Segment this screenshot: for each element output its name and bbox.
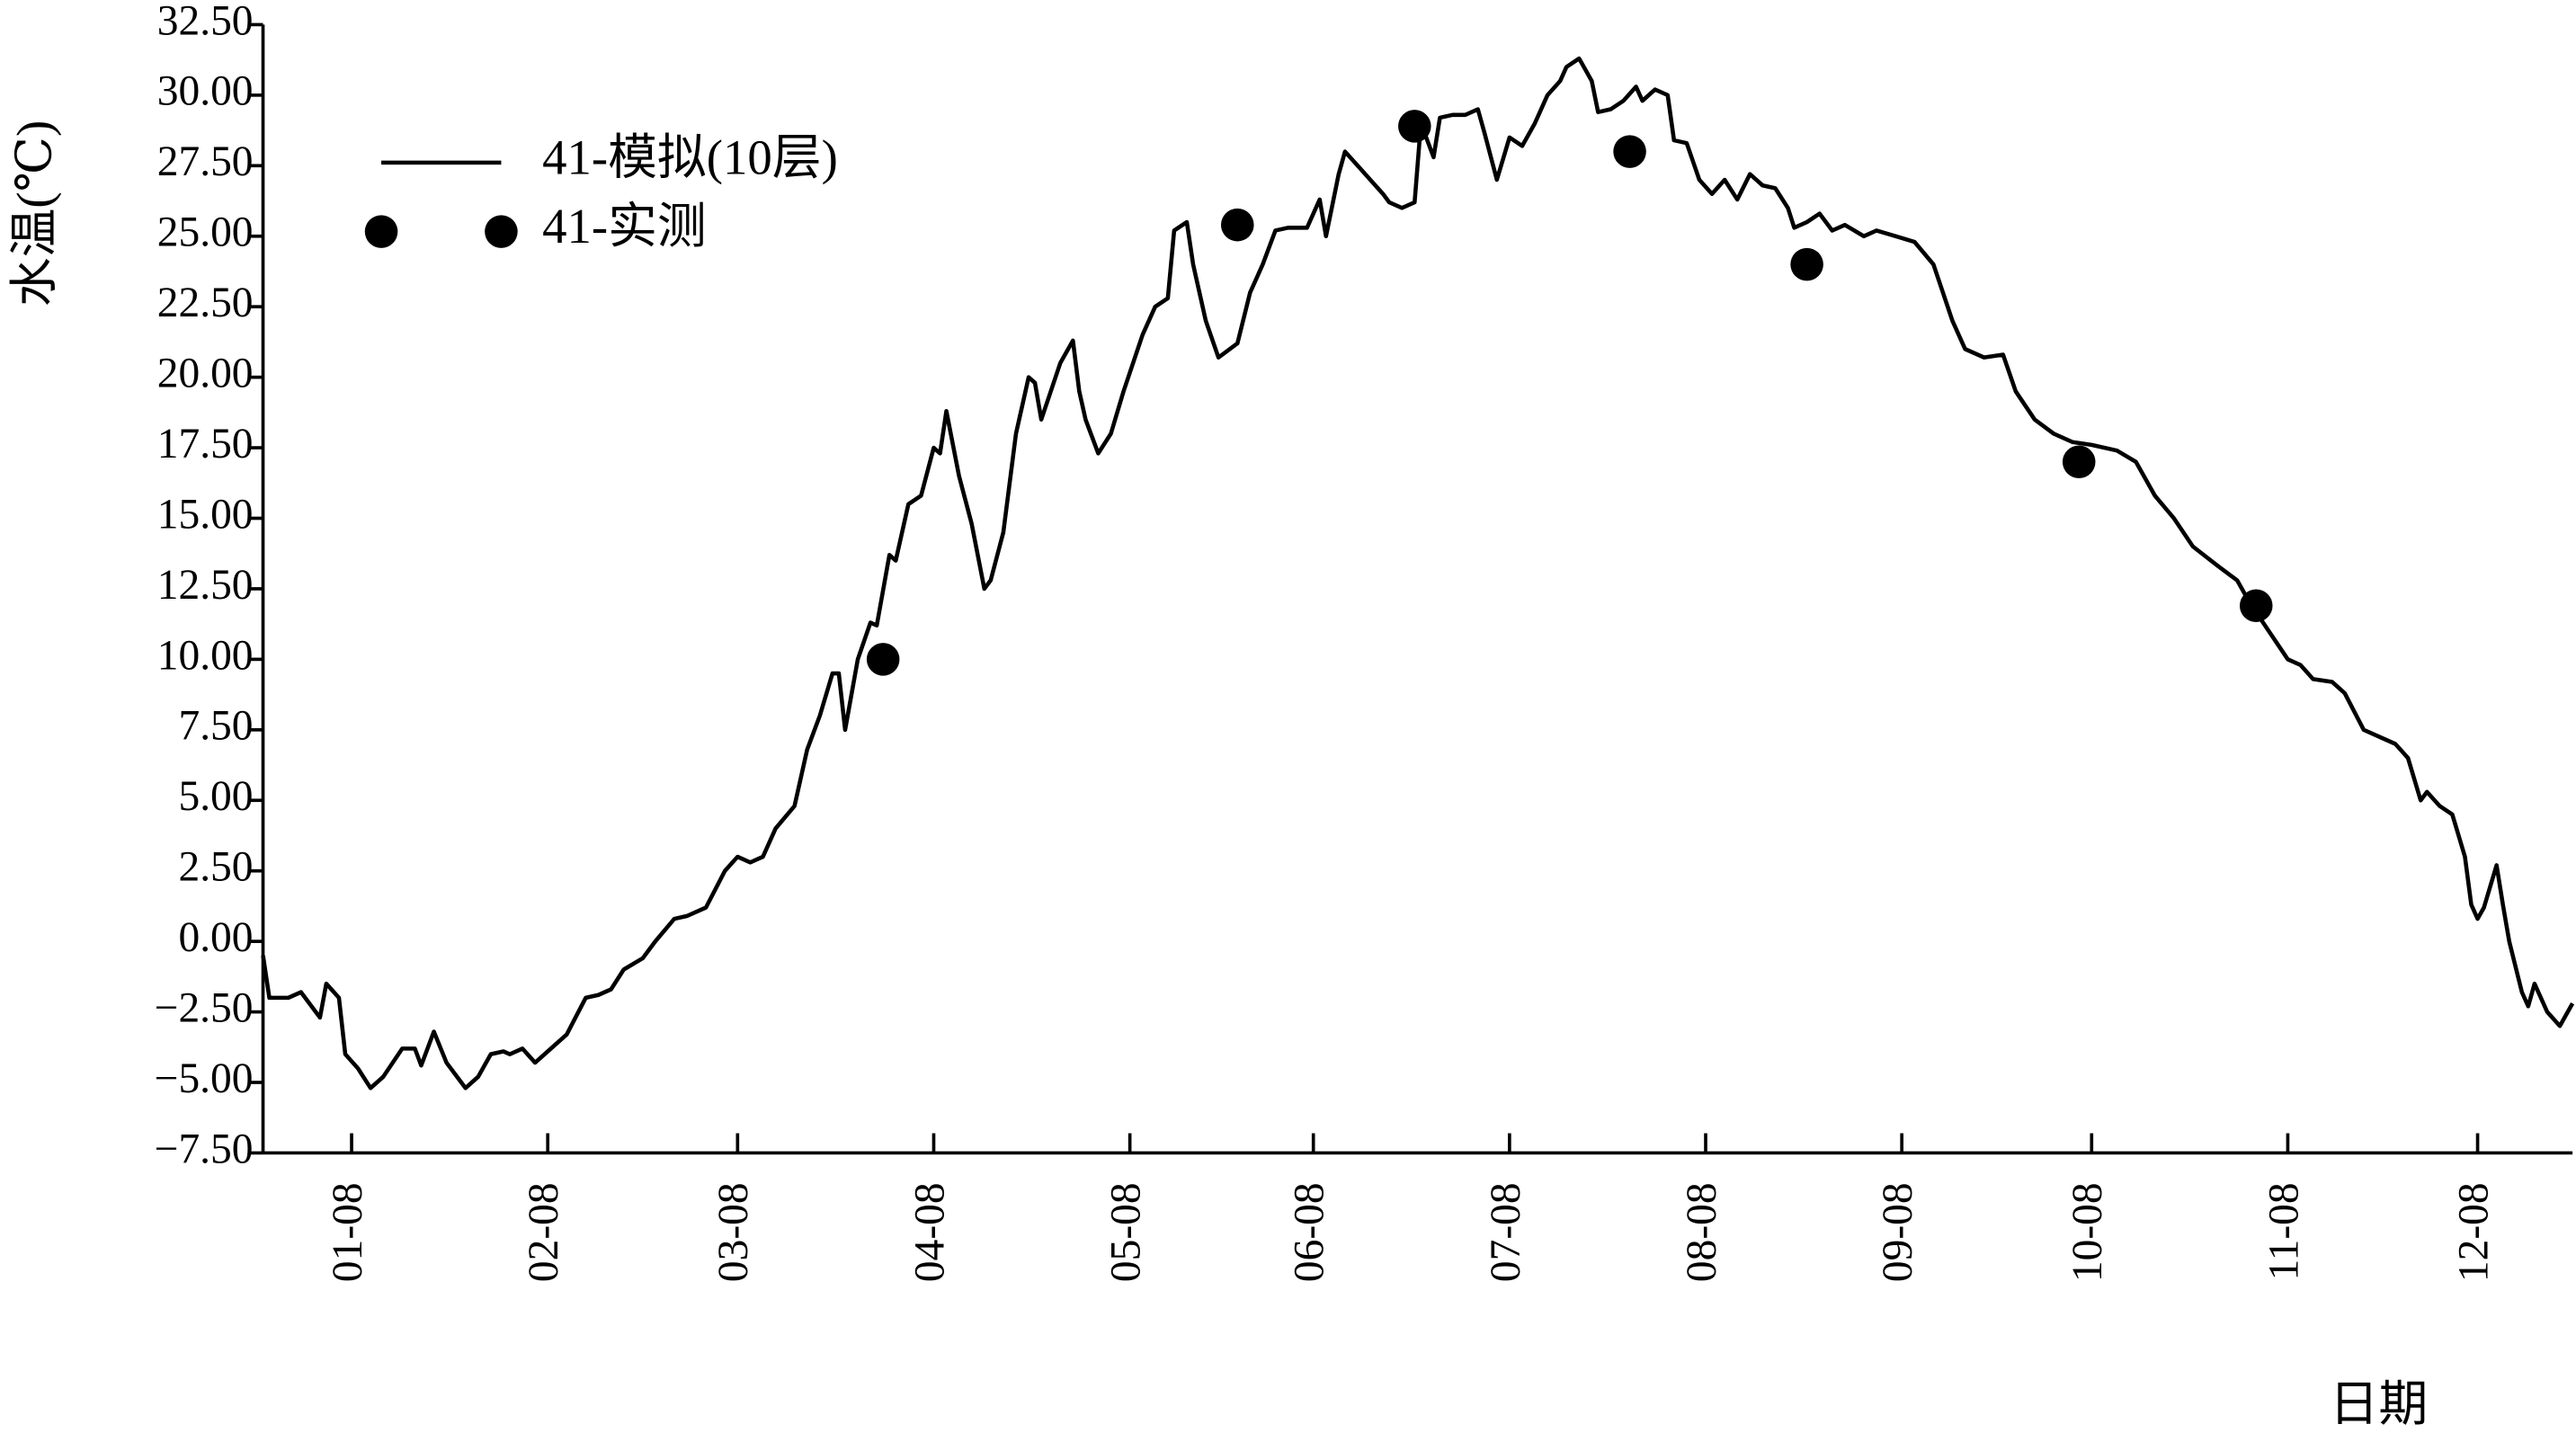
y-tick-label: 0.00 (178, 914, 253, 961)
legend-marker (485, 215, 518, 248)
legend-label: 41-实测 (542, 199, 707, 254)
x-tick-label: 04-08 (906, 1182, 953, 1282)
y-axis-label: 水温(℃) (7, 120, 62, 307)
y-tick-label: −5.00 (155, 1055, 254, 1102)
y-tick-label: 27.50 (157, 138, 254, 185)
y-tick-label: 2.50 (178, 844, 253, 891)
data-point (1790, 247, 1823, 281)
x-tick-label: 05-08 (1103, 1182, 1150, 1282)
data-point (1613, 135, 1646, 168)
x-tick-label: 08-08 (1679, 1182, 1725, 1282)
data-point (2062, 445, 2096, 479)
y-tick-label: 15.00 (157, 491, 254, 538)
legend-label: 41-模拟(10层) (542, 129, 838, 184)
y-tick-label: 5.00 (178, 773, 253, 820)
data-point (866, 643, 900, 676)
y-tick-label: 25.00 (157, 209, 254, 256)
y-tick-label: 20.00 (157, 351, 254, 397)
y-tick-label: 10.00 (157, 632, 254, 679)
x-axis-label: 日期 (2330, 1376, 2429, 1431)
x-tick-label: 06-08 (1287, 1182, 1333, 1282)
y-tick-label: −2.50 (155, 984, 254, 1031)
x-tick-label: 01-08 (325, 1182, 371, 1282)
series-line (261, 56, 2575, 1090)
y-tick-label: 17.50 (157, 421, 254, 467)
data-point (1220, 208, 1254, 242)
x-tick-label: 11-08 (2260, 1182, 2307, 1280)
x-tick-label: 02-08 (521, 1182, 567, 1282)
y-tick-label: 12.50 (157, 562, 254, 609)
x-tick-label: 12-08 (2450, 1182, 2497, 1282)
y-tick-label: 30.00 (157, 68, 254, 115)
x-tick-label: 03-08 (710, 1182, 757, 1282)
y-tick-label: −7.50 (155, 1126, 254, 1172)
y-tick-label: 7.50 (178, 703, 253, 750)
x-tick-label: 09-08 (1875, 1182, 1921, 1282)
x-tick-label: 07-08 (1483, 1182, 1529, 1282)
data-point (1398, 110, 1431, 143)
legend-marker (364, 215, 398, 248)
x-tick-label: 10-08 (2064, 1182, 2111, 1282)
y-tick-label: 22.50 (157, 280, 254, 326)
data-point (2239, 589, 2273, 623)
y-tick-label: 32.50 (157, 0, 254, 44)
